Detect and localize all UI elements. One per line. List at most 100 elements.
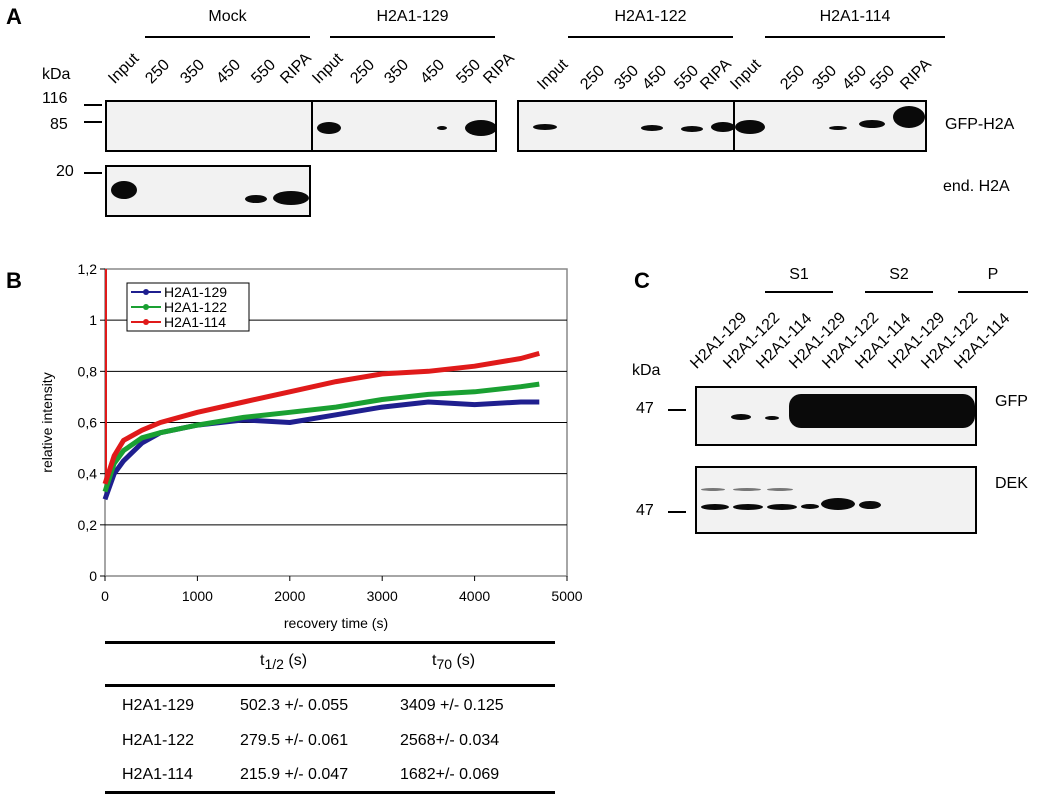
table-header-rule <box>105 684 555 687</box>
group-line-h2a1-114 <box>765 36 945 38</box>
lane-label: 350 <box>611 62 643 94</box>
lane-label: 250 <box>577 62 609 94</box>
kda-label-c: kDa <box>632 362 661 379</box>
marker-47-dek-tick <box>668 511 686 513</box>
lane-label: Input <box>727 56 765 94</box>
lane-label: RIPA <box>697 55 735 94</box>
lane-label: 450 <box>213 56 245 88</box>
band <box>829 126 847 130</box>
band <box>733 488 761 491</box>
table-cell: 1682+/- 0.069 <box>400 766 500 783</box>
marker-20: 20 <box>56 163 74 180</box>
lane-label: Input <box>534 56 572 94</box>
band <box>735 120 765 134</box>
group-label-h2a1-129: H2A1-129 <box>376 8 449 25</box>
y-tick-label: 0,4 <box>78 466 98 482</box>
x-tick-label: 4000 <box>459 588 490 604</box>
band <box>245 195 267 203</box>
blot-label-gfp: GFP <box>995 393 1028 410</box>
band <box>317 122 341 134</box>
series-line-h2a1-129 <box>102 399 540 501</box>
lane-label: 250 <box>777 62 809 94</box>
t-half-unit: (s) <box>283 652 308 669</box>
t70-unit: (s) <box>452 652 476 669</box>
x-tick-label: 1000 <box>182 588 213 604</box>
table-cell: 2568+/- 0.034 <box>400 732 500 749</box>
lane-label: RIPA <box>897 55 935 94</box>
group-label-s1: S1 <box>789 266 809 283</box>
t70-sub: 70 <box>436 656 453 673</box>
x-axis-label: recovery time (s) <box>284 615 388 631</box>
lane-label: 350 <box>381 56 413 88</box>
marker-47-gfp: 47 <box>636 400 654 417</box>
t-half-main: t <box>260 652 265 669</box>
lane-label: RIPA <box>277 49 315 88</box>
panel-c-letter: C <box>634 268 650 293</box>
legend-label: H2A1-129 <box>164 284 227 300</box>
table-top-rule <box>105 641 555 644</box>
lane-label: 350 <box>177 56 209 88</box>
band <box>437 126 447 130</box>
table-cell: H2A1-122 <box>122 732 195 749</box>
t70-main: t <box>432 652 437 669</box>
y-tick-label: 0,2 <box>78 517 98 533</box>
table-header-t70: t70 (s) <box>432 652 475 672</box>
group-label-p: P <box>987 266 999 283</box>
lane-label: 450 <box>417 56 449 88</box>
legend-marker <box>143 304 149 310</box>
blot-gfp-h2a-right <box>517 100 927 152</box>
lane-label: 550 <box>867 62 899 94</box>
table-cell: 502.3 +/- 0.055 <box>240 697 349 714</box>
lane-label: Input <box>105 50 143 88</box>
band <box>767 488 793 491</box>
band <box>641 125 663 131</box>
blot-divider <box>311 102 313 150</box>
marker-116-tick <box>84 104 102 106</box>
t-half-sub: 1/2 <box>264 656 284 673</box>
lane-label: 550 <box>671 62 703 94</box>
group-line-mock <box>145 36 310 38</box>
lane-label: 550 <box>453 56 485 88</box>
lane-label: 450 <box>639 62 671 94</box>
lane-label: 250 <box>142 56 174 88</box>
band <box>859 120 885 128</box>
blot-end-h2a <box>105 165 311 217</box>
band <box>681 126 703 132</box>
group-line-h2a1-129 <box>330 36 495 38</box>
lane-label: 350 <box>809 62 841 94</box>
x-tick-label: 3000 <box>367 588 398 604</box>
table-cell: 279.5 +/- 0.061 <box>240 732 349 749</box>
lane-label: RIPA <box>480 49 518 88</box>
blot-label-gfp-h2a: GFP-H2A <box>945 116 1015 133</box>
blot-label-dek: DEK <box>995 475 1028 492</box>
x-tick-label: 2000 <box>274 588 305 604</box>
band <box>731 414 751 420</box>
group-line-p <box>958 291 1028 293</box>
band <box>859 501 881 509</box>
kda-label-a: kDa <box>42 66 71 83</box>
band <box>821 498 855 510</box>
panel-b-letter: B <box>6 268 22 293</box>
table-cell: H2A1-129 <box>122 697 195 714</box>
group-line-s1 <box>765 291 833 293</box>
series-line-h2a1-122 <box>102 381 540 493</box>
marker-116: 116 <box>42 90 68 107</box>
group-label-s2: S2 <box>889 266 909 283</box>
band <box>711 122 735 132</box>
lane-label: 450 <box>839 62 871 94</box>
band <box>767 504 797 510</box>
y-tick-label: 0 <box>89 568 97 584</box>
legend-label: H2A1-114 <box>164 314 226 330</box>
table-cell: 215.9 +/- 0.047 <box>240 766 349 783</box>
marker-47-gfp-tick <box>668 409 686 411</box>
group-label-mock: Mock <box>208 8 247 25</box>
band <box>273 191 309 205</box>
legend-marker <box>143 319 149 325</box>
group-line-h2a1-122 <box>568 36 733 38</box>
band <box>533 124 557 130</box>
marker-20-tick <box>84 172 102 174</box>
group-label-h2a1-122: H2A1-122 <box>614 8 687 25</box>
table-header-t-half: t1/2 (s) <box>260 652 307 672</box>
legend-marker <box>143 289 149 295</box>
blot-gfp <box>695 386 977 446</box>
